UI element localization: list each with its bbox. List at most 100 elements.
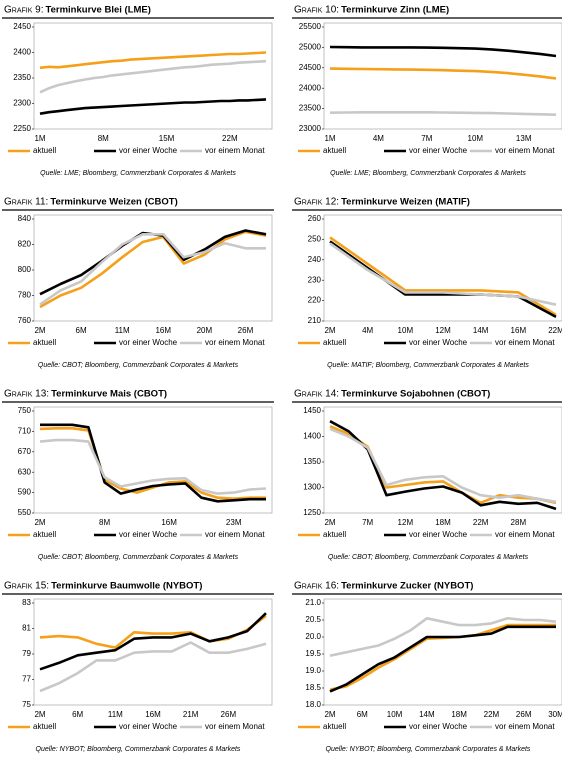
series-line <box>39 59 267 94</box>
series-line <box>39 98 267 115</box>
series-line <box>39 641 267 693</box>
plot-frame <box>33 406 273 514</box>
x-tick-label: 16M <box>155 326 171 335</box>
x-tick-label: 14M <box>419 710 435 719</box>
figure-label: Grafik 15: <box>4 581 49 592</box>
chart-title: Terminkurve Blei (LME) <box>46 5 151 16</box>
x-tick-label: 6M <box>76 326 87 335</box>
x-tick-label: 23M <box>226 518 242 527</box>
y-tick-label: 23500 <box>299 104 322 113</box>
chart-title: Terminkurve Weizen (MATIF) <box>341 197 470 208</box>
legend-label: vor einer Woche <box>119 530 178 539</box>
y-tick-label: 820 <box>18 240 32 249</box>
series-line <box>329 425 557 505</box>
y-tick-label: 18.0 <box>305 700 321 709</box>
y-tick-label: 21.0 <box>305 598 321 607</box>
series-line <box>329 236 557 317</box>
series-line <box>39 427 266 500</box>
x-tick-label: 12M <box>435 326 451 335</box>
chart-title: Terminkurve Weizen (CBOT) <box>50 197 177 208</box>
x-tick-label: 2M <box>324 710 335 719</box>
x-tick-label: 2M <box>34 710 45 719</box>
x-tick-label: 2M <box>34 326 45 335</box>
legend-label: vor einer Woche <box>409 530 468 539</box>
chart-panel: Grafik 12: Terminkurve Weizen (MATIF)2102… <box>292 197 562 369</box>
series-line <box>40 423 266 503</box>
legend-label: aktuell <box>33 530 56 539</box>
x-tick-label: 13M <box>516 134 532 143</box>
x-tick-label: 2M <box>324 518 335 527</box>
legend-label: vor einem Monat <box>205 530 265 539</box>
legend-label: vor einem Monat <box>495 722 555 731</box>
x-tick-label: 22M <box>222 134 238 143</box>
legend-label: vor einem Monat <box>205 338 265 347</box>
legend-label: vor einem Monat <box>205 722 265 731</box>
legend-label: vor einer Woche <box>409 722 468 731</box>
y-tick-label: 220 <box>308 296 322 305</box>
y-tick-label: 2350 <box>13 73 31 82</box>
x-tick-label: 22M <box>484 710 500 719</box>
y-tick-label: 75 <box>22 700 31 709</box>
y-tick-label: 780 <box>18 291 32 300</box>
legend-label: vor einer Woche <box>119 146 178 155</box>
y-tick-label: 20.0 <box>305 632 321 641</box>
chart-panel: Grafik 10: Terminkurve Zinn (LME) 23000 235… <box>292 5 562 177</box>
legend-label: vor einer Woche <box>409 338 468 347</box>
y-tick-label: 2250 <box>13 124 31 133</box>
x-tick-label: 7M <box>362 518 373 527</box>
chart-title: Terminkurve Zucker (NYBOT) <box>341 581 473 592</box>
series-line <box>39 230 267 309</box>
plot-frame <box>323 214 562 322</box>
x-tick-label: 1M <box>34 134 45 143</box>
y-tick-label: 1450 <box>303 406 321 415</box>
series-line <box>329 625 556 693</box>
x-tick-label: 12M <box>398 518 414 527</box>
x-tick-label: 11M <box>108 710 123 719</box>
y-tick-label: 19.0 <box>305 666 321 675</box>
x-tick-label: 2M <box>324 326 335 335</box>
chart-title: Terminkurve Zinn (LME) <box>341 5 449 16</box>
source-note: Quelle: MATIF; Bloomberg, Commerzbank Co… <box>327 362 529 369</box>
legend-label: aktuell <box>33 146 56 155</box>
y-tick-label: 750 <box>18 406 32 415</box>
series-line <box>329 617 557 657</box>
x-tick-label: 11M <box>115 326 130 335</box>
series-line <box>39 612 267 671</box>
chart-panel: Grafik 9: Terminkurve Blei (LME) 2250 2300 2… <box>2 5 274 177</box>
chart-panel: Grafik 11: Terminkurve Weizen (CBOT) 760 78… <box>2 197 274 369</box>
figure-label: Grafik 11: <box>4 197 48 208</box>
x-tick-label: 26M <box>221 710 237 719</box>
x-tick-label: 10M <box>398 326 414 335</box>
x-tick-label: 10M <box>387 710 403 719</box>
series-line <box>329 111 557 116</box>
series-line <box>329 623 556 691</box>
source-note: Quelle: CBOT; Bloomberg, Commerzbank Cor… <box>38 554 239 561</box>
y-tick-label: 630 <box>18 467 32 476</box>
y-tick-label: 1400 <box>303 432 321 441</box>
source-note: Quelle: CBOT; Bloomberg, Commerzbank Cor… <box>38 362 239 369</box>
x-tick-label: 7M <box>421 134 432 143</box>
legend-label: vor einem Monat <box>495 146 555 155</box>
x-tick-label: 4M <box>373 134 384 143</box>
series-line <box>329 45 557 58</box>
y-tick-label: 840 <box>18 214 32 223</box>
y-tick-label: 77 <box>22 675 31 684</box>
source-note: Quelle: LME; Bloomberg, Commerzbank Corp… <box>330 170 526 177</box>
x-tick-label: 4M <box>362 326 373 335</box>
series-line <box>39 614 267 649</box>
chart-panel: Grafik 13: Terminkurve Mais (CBOT) 550 590 6… <box>2 389 274 561</box>
legend-label: vor einer Woche <box>119 338 178 347</box>
x-tick-label: 26M <box>238 326 254 335</box>
x-tick-label: 30M <box>548 710 562 719</box>
y-tick-label: 1350 <box>303 457 321 466</box>
series-line <box>39 438 267 495</box>
x-tick-label: 22M <box>473 518 489 527</box>
legend-label: aktuell <box>323 146 346 155</box>
y-tick-label: 240 <box>308 255 322 264</box>
chart-panel: Grafik 14: Terminkurve Sojabohnen (CBOT) 1… <box>292 389 562 561</box>
y-tick-label: 79 <box>22 649 31 658</box>
y-tick-label: 1300 <box>303 483 321 492</box>
plot-frame <box>323 406 562 514</box>
figure-label: Grafik 13: <box>4 389 49 400</box>
legend-label: vor einem Monat <box>495 530 555 539</box>
